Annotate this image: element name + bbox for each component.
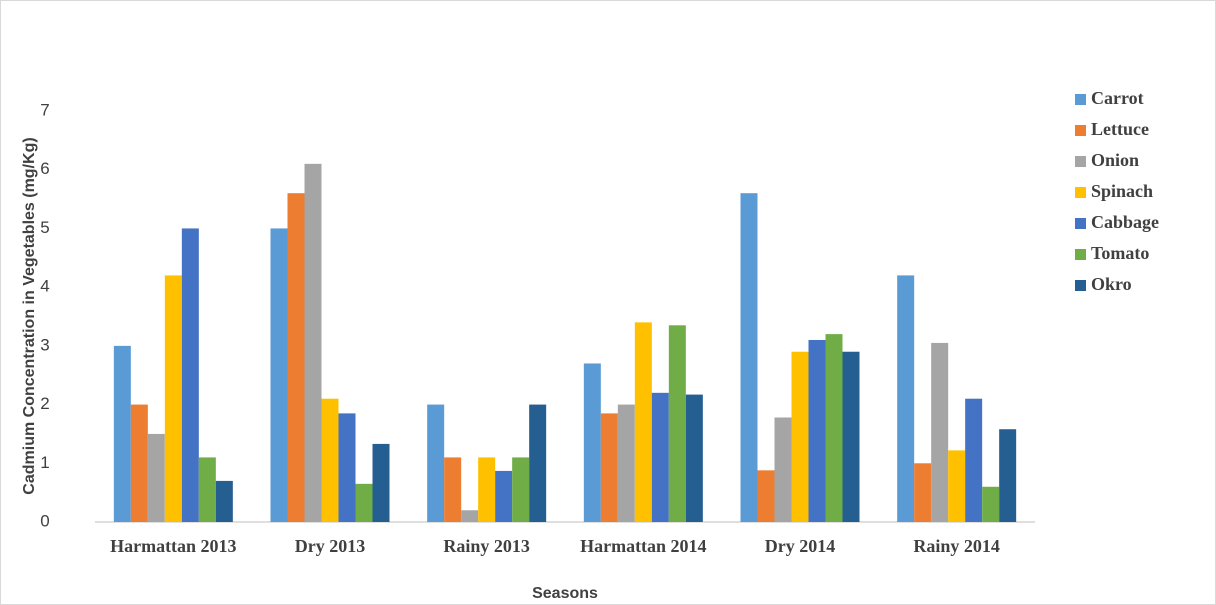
x-axis-title: Seasons [532, 585, 598, 602]
y-axis-title: Cadmium Concentration in Vegetables (mg/… [21, 137, 38, 494]
legend-label: Tomato [1091, 243, 1149, 263]
bar [287, 193, 305, 522]
x-tick-label: Rainy 2014 [913, 536, 1000, 556]
bar [842, 351, 860, 522]
bar [478, 457, 496, 522]
legend-label: Carrot [1091, 88, 1144, 108]
bar [338, 413, 356, 522]
y-tick-label: 7 [40, 100, 49, 119]
bar [512, 457, 530, 522]
bar [948, 450, 966, 522]
bar [181, 228, 199, 522]
bar [914, 463, 932, 522]
bar [270, 228, 288, 522]
legend-swatch [1075, 125, 1086, 136]
bar [982, 486, 1000, 522]
bar [931, 342, 949, 522]
x-tick-label: Rainy 2013 [443, 536, 530, 556]
y-tick-label: 5 [40, 218, 49, 237]
bar [130, 404, 148, 522]
bar [372, 443, 390, 522]
y-tick-label: 1 [40, 453, 49, 472]
bar [774, 417, 792, 522]
bar [461, 510, 479, 522]
bar [651, 392, 669, 522]
bar [999, 429, 1017, 522]
legend-label: Lettuce [1091, 119, 1149, 139]
bar [444, 457, 462, 522]
bar [634, 322, 652, 522]
legend-label: Okro [1091, 274, 1132, 294]
bar [164, 275, 182, 522]
bar [740, 193, 758, 522]
y-tick-label: 4 [40, 277, 49, 296]
x-tick-label: Dry 2013 [295, 536, 366, 556]
legend-swatch [1075, 187, 1086, 198]
legend-label: Cabbage [1091, 212, 1159, 232]
bar [215, 480, 233, 522]
bar [427, 404, 445, 522]
bar [791, 351, 809, 522]
legend-swatch [1075, 218, 1086, 229]
bar [529, 404, 547, 522]
y-tick-label: 0 [40, 511, 49, 530]
bar [808, 339, 826, 522]
bar [600, 413, 618, 522]
legend-label: Onion [1091, 150, 1139, 170]
bar [355, 483, 373, 522]
legend-swatch [1075, 94, 1086, 105]
bar [495, 470, 513, 522]
y-tick-label: 3 [40, 335, 49, 354]
bar [147, 433, 165, 522]
y-tick-label: 2 [40, 394, 49, 413]
legend-label: Spinach [1091, 181, 1153, 201]
bar [825, 334, 843, 522]
legend-swatch [1075, 280, 1086, 291]
bar [583, 363, 601, 522]
x-tick-label: Dry 2014 [765, 536, 836, 556]
y-tick-label: 6 [40, 159, 49, 178]
bar [113, 345, 131, 522]
legend-swatch [1075, 156, 1086, 167]
bar [668, 325, 686, 522]
bar [304, 163, 322, 523]
bar [965, 398, 983, 522]
legend-swatch [1075, 249, 1086, 260]
bar [757, 470, 775, 522]
bar [685, 394, 703, 522]
x-tick-label: Harmattan 2014 [580, 536, 706, 556]
x-tick-label: Harmattan 2013 [110, 536, 236, 556]
bar [617, 404, 635, 522]
bar [321, 398, 339, 522]
bar [198, 457, 216, 522]
bar [897, 275, 915, 522]
